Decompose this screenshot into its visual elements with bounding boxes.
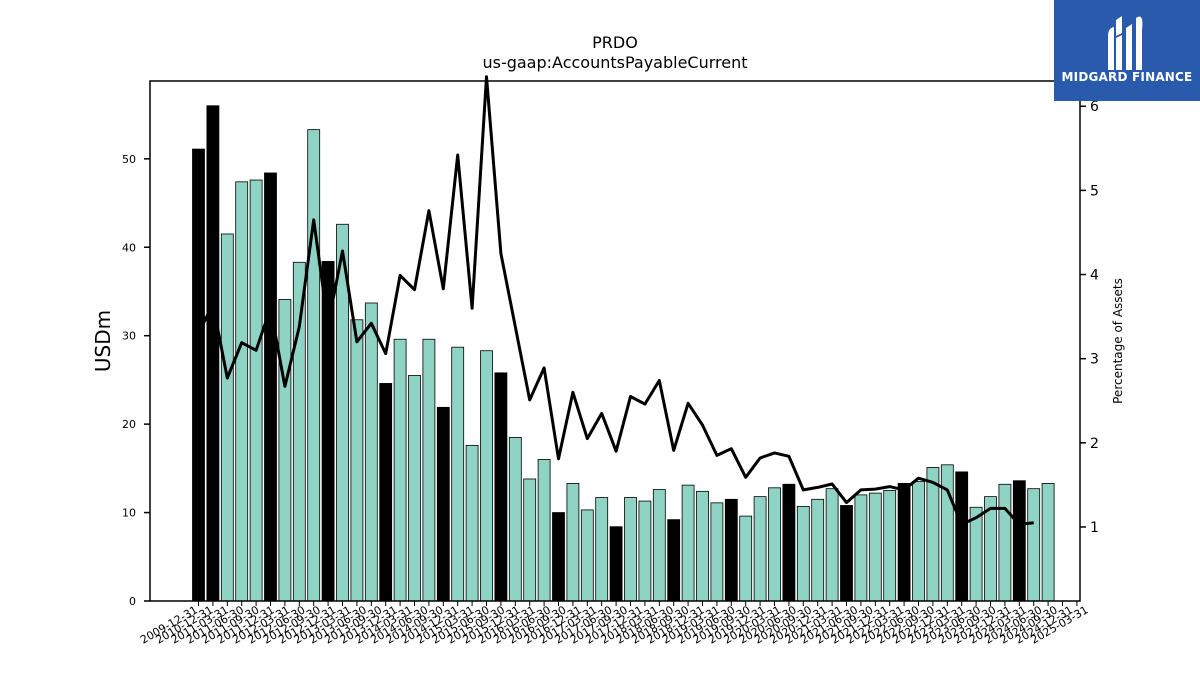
bar — [969, 506, 983, 602]
bar — [595, 497, 609, 602]
bar — [192, 148, 205, 602]
bar — [926, 467, 940, 602]
bar-layer — [192, 105, 1055, 602]
y-tick-label: 40 — [122, 241, 136, 254]
bar — [840, 505, 853, 602]
bar — [235, 181, 249, 602]
bar — [451, 346, 465, 602]
logo-mark-icon — [1108, 16, 1143, 70]
bar — [782, 483, 796, 602]
bar — [652, 489, 666, 602]
bar — [1012, 480, 1026, 602]
bar — [249, 179, 263, 602]
x-axis: 2009-12-312010-12-312011-03-312011-06-30… — [138, 601, 1090, 647]
y-axis: 0 10 20 30 40 50 — [122, 153, 150, 608]
y-tick-label: 10 — [122, 507, 136, 520]
y-tick-label: 50 — [122, 153, 136, 166]
y-tick-label: 20 — [122, 418, 136, 431]
bar — [393, 338, 407, 602]
bar — [1027, 488, 1041, 602]
logo-text: MIDGARD FINANCE — [1061, 70, 1193, 84]
y-tick-label: 0 — [129, 595, 136, 608]
y2-tick-label: 4 — [1090, 268, 1099, 284]
bar — [422, 338, 436, 602]
bar — [552, 512, 565, 602]
bar — [537, 459, 551, 602]
bar — [811, 498, 825, 602]
bar — [408, 375, 421, 602]
bar — [220, 233, 234, 602]
y2-tick-label: 6 — [1090, 99, 1099, 115]
percentage-line — [197, 75, 1034, 526]
chart-title: PRDO — [592, 33, 638, 52]
bar — [681, 484, 695, 602]
bar — [1041, 482, 1055, 602]
bar — [508, 436, 522, 602]
line-layer — [197, 75, 1034, 526]
bar — [206, 105, 220, 602]
bar — [609, 526, 623, 602]
bar — [768, 487, 781, 602]
bar — [379, 383, 393, 602]
chart-subtitle: us-gaap:AccountsPayableCurrent — [482, 53, 747, 72]
bar — [566, 482, 580, 602]
bar — [753, 496, 767, 602]
bar — [364, 302, 378, 602]
y2-axis-label: Percentage of Assets — [1111, 278, 1125, 404]
bar — [868, 492, 882, 602]
bar — [796, 505, 810, 602]
bar — [321, 261, 335, 602]
bar — [897, 482, 911, 602]
bar — [825, 488, 839, 602]
bar — [739, 515, 753, 602]
bar — [638, 500, 652, 602]
y-axis-label: USDm — [91, 310, 115, 372]
bar — [710, 502, 724, 602]
bar — [480, 350, 493, 602]
bar — [696, 490, 709, 602]
bar — [436, 406, 450, 602]
bar — [940, 464, 954, 602]
bar — [912, 481, 925, 602]
bar — [854, 494, 868, 602]
bar — [624, 497, 637, 602]
bar — [292, 261, 306, 602]
bar — [278, 299, 292, 602]
bar — [350, 319, 364, 602]
y-tick-label: 30 — [122, 330, 136, 343]
y2-tick-label: 1 — [1090, 520, 1099, 536]
bar — [580, 509, 594, 602]
bar — [307, 129, 321, 602]
y2-tick-label: 5 — [1090, 183, 1099, 199]
bar — [494, 372, 508, 602]
brand-logo: MIDGARD FINANCE — [1054, 0, 1200, 101]
y2-tick-label: 3 — [1090, 352, 1099, 368]
bar — [998, 483, 1012, 602]
bar — [667, 519, 681, 602]
y2-tick-label: 2 — [1090, 436, 1099, 452]
bar — [883, 490, 897, 602]
plot-frame — [149, 80, 1081, 602]
bar — [264, 172, 277, 602]
y2-axis: 1 2 3 4 5 6 — [1080, 99, 1099, 536]
bar — [465, 444, 479, 602]
bar — [523, 478, 537, 602]
bar — [955, 471, 969, 602]
bar — [724, 498, 738, 602]
